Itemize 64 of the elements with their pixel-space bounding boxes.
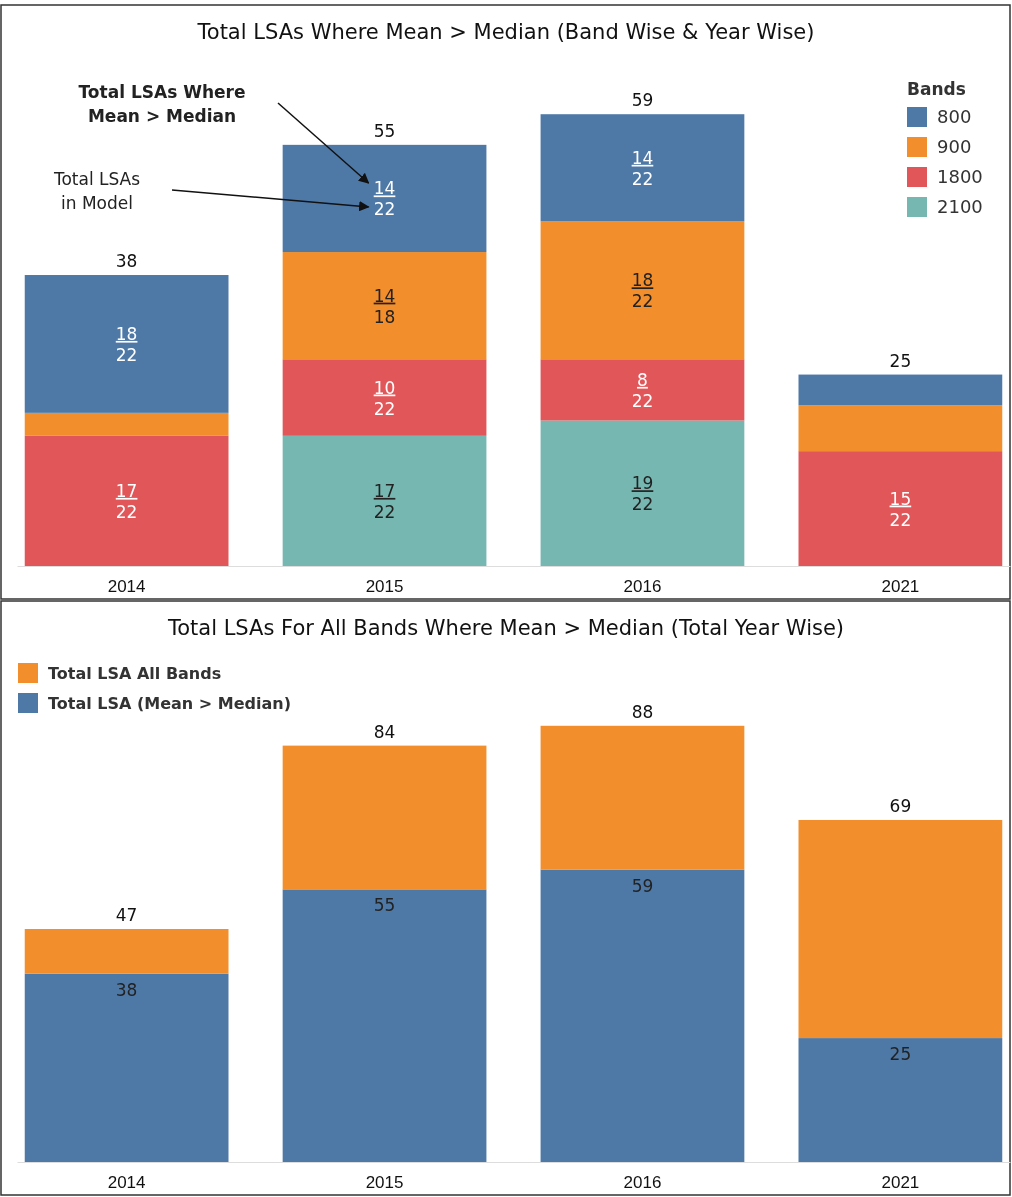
bar — [282, 144, 487, 253]
x-tick-label: 2016 — [623, 577, 662, 597]
x-tick-label: 2021 — [881, 577, 920, 597]
total-label: 69 — [889, 795, 912, 816]
bar — [24, 275, 229, 413]
bar — [24, 973, 229, 1162]
data-label: 38 — [115, 979, 138, 1000]
data-label: 15 22 — [889, 488, 912, 530]
data-label: 17 22 — [115, 480, 138, 522]
total-label: 55 — [373, 120, 396, 141]
bar — [282, 889, 487, 1162]
legend-label: 1800 — [937, 166, 983, 187]
bar — [540, 420, 745, 566]
data-label: 19 22 — [631, 473, 654, 515]
data-label: 17 22 — [373, 480, 396, 522]
data-label: 25 — [889, 1044, 912, 1065]
legend-label: 2100 — [937, 196, 983, 217]
bar — [798, 1038, 1003, 1162]
bar — [282, 252, 487, 360]
legend-label: 800 — [937, 106, 972, 127]
x-tick-label: 2014 — [107, 577, 146, 597]
total-label: 84 — [373, 721, 396, 742]
bar — [798, 819, 1003, 1039]
data-label: 8 22 — [631, 369, 654, 411]
x-tick-label: 2021 — [881, 1173, 920, 1193]
legend-label: Total LSA All Bands — [48, 664, 222, 683]
data-label: 14 22 — [631, 147, 654, 189]
chart-title: Total LSAs Where Mean > Median (Band Wise & Year Wise) — [196, 20, 815, 44]
bar — [24, 412, 229, 436]
bar — [282, 359, 487, 436]
bar — [24, 435, 229, 566]
chart-title: Total LSAs For All Bands Where Mean > Median (Total Year Wise) — [166, 616, 845, 640]
annotation: Total LSAs Where Mean > Median — [78, 82, 246, 126]
data-label: 18 22 — [115, 323, 138, 365]
total-label: 38 — [115, 251, 138, 272]
bar — [282, 745, 487, 890]
legend-label: 900 — [937, 136, 972, 157]
bar — [540, 114, 745, 222]
bar — [798, 451, 1003, 566]
data-label: 10 22 — [373, 377, 396, 419]
total-label: 88 — [631, 701, 654, 722]
bar — [540, 221, 745, 360]
bar — [540, 359, 745, 421]
x-tick-label: 2015 — [365, 577, 404, 597]
legend-title: Bands — [907, 79, 966, 99]
total-label: 25 — [889, 350, 912, 371]
x-tick-label: 2016 — [623, 1173, 662, 1193]
total-label: 59 — [631, 90, 654, 111]
x-tick-label: 2015 — [365, 1173, 404, 1193]
total-label: 47 — [115, 905, 138, 926]
bar — [540, 725, 745, 870]
legend-label: Total LSA (Mean > Median) — [48, 694, 291, 713]
bar — [282, 435, 487, 566]
bar — [798, 405, 1003, 452]
data-label: 14 22 — [373, 178, 396, 220]
bar — [540, 869, 745, 1162]
annotation: Total LSAs in Model — [52, 169, 141, 213]
x-tick-label: 2014 — [107, 1173, 146, 1193]
data-label: 14 18 — [373, 285, 396, 327]
data-label: 59 — [631, 875, 654, 896]
data-label: 55 — [373, 895, 396, 916]
data-label: 18 22 — [631, 270, 654, 312]
bar — [798, 374, 1003, 406]
bar — [24, 929, 229, 974]
